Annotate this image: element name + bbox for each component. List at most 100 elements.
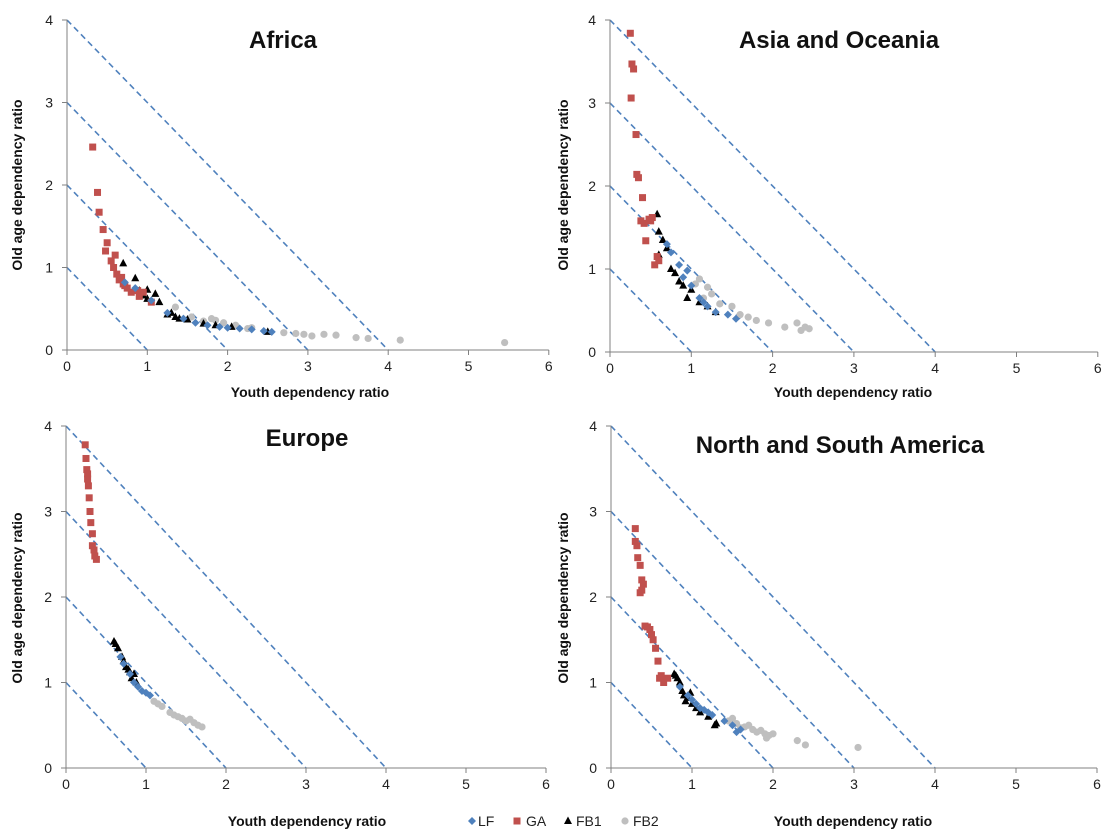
chart-title: Africa	[249, 27, 318, 54]
legend-marker-square	[513, 817, 521, 825]
y-tick-label: 2	[45, 177, 53, 193]
y-tick-label: 3	[589, 504, 597, 520]
data-point-lf	[687, 281, 696, 290]
data-point-ga	[88, 530, 96, 538]
data-point-fb2	[781, 323, 789, 331]
y-tick-label: 3	[44, 504, 52, 520]
data-point-fb2	[769, 730, 777, 738]
data-point-lf	[131, 284, 140, 293]
data-point-fb2	[320, 330, 328, 338]
data-point-fb2	[805, 325, 813, 333]
data-point-ga	[626, 29, 634, 37]
data-point-lf	[191, 318, 200, 327]
data-point-ga	[111, 251, 119, 259]
x-tick-label: 6	[542, 776, 550, 792]
x-tick-label: 4	[382, 776, 390, 792]
data-point-fb2	[699, 294, 708, 302]
data-point-fb2	[332, 331, 340, 339]
y-tick-label: 0	[45, 342, 53, 358]
data-point-lf	[683, 266, 692, 275]
data-point-lf	[179, 314, 188, 323]
data-point-fb2	[308, 332, 316, 340]
data-point-fb1	[675, 276, 684, 285]
data-point-ga	[630, 65, 638, 73]
data-point-fb2	[352, 334, 360, 342]
x-axis-label: Youth dependency ratio	[231, 384, 389, 400]
x-tick-label: 6	[1094, 360, 1102, 376]
x-tick-label: 5	[465, 358, 473, 374]
data-point-ga	[110, 264, 118, 271]
reference-line	[610, 596, 774, 769]
data-point-ga	[87, 519, 95, 527]
data-point-fb2	[219, 319, 228, 327]
data-point-lf	[683, 691, 692, 700]
y-tick-label: 2	[588, 178, 596, 194]
panel-asia-oceania: 0 1 2 3 4 5 6 0 1 2 3 4 Asia and Oceania Youth depe…	[555, 12, 1102, 400]
data-point-lf	[675, 682, 684, 691]
data-point-fb1	[671, 671, 680, 679]
legend-marker-circle	[621, 817, 629, 825]
reference-line	[66, 101, 309, 351]
data-point-lf	[679, 273, 688, 282]
legend-marker-shape	[564, 816, 572, 824]
legend-item-fb1: FB1	[564, 813, 602, 829]
data-point-lf	[711, 308, 720, 317]
data-point-lf	[728, 721, 737, 730]
data-point-fb1	[681, 696, 690, 705]
x-tick-label: 0	[63, 358, 71, 374]
data-point-lf	[130, 678, 138, 687]
data-point-fb2	[364, 334, 372, 343]
data-point-ga	[648, 631, 655, 639]
x-tick-label: 2	[224, 358, 232, 374]
panel-americas: 0 1 2 3 4 5 6 0 1 2 3 4 North and South America You…	[555, 418, 1101, 829]
data-point-fb2	[501, 338, 509, 347]
legend-marker-shape	[621, 817, 629, 825]
data-point-ga	[631, 525, 639, 533]
data-point-ga	[627, 94, 635, 102]
data-point-lf	[703, 302, 712, 311]
y-tick-label: 1	[44, 675, 52, 691]
x-tick-label: 0	[607, 776, 615, 792]
data-point-ga	[631, 537, 639, 545]
data-point-fb2	[396, 336, 404, 344]
data-point-ga	[113, 270, 121, 278]
data-point-fb2	[708, 290, 716, 298]
chart-title: Asia and Oceania	[739, 27, 940, 54]
data-point-ga	[634, 174, 642, 182]
data-point-ga	[102, 247, 110, 255]
data-point-lf	[223, 323, 232, 332]
x-tick-label: 4	[384, 358, 392, 374]
data-point-fb2	[292, 329, 300, 338]
x-tick-label: 3	[850, 776, 858, 792]
reference-line	[66, 19, 389, 351]
panel-africa: 0 1 2 3 4 5 6 0 1 2 3 4 Africa Youth dependency rat…	[9, 12, 553, 400]
data-point-lf	[736, 725, 745, 734]
data-point-fb2	[211, 316, 220, 324]
data-point-lf	[720, 716, 729, 725]
reference-line	[65, 425, 387, 769]
legend-label: LF	[478, 813, 494, 829]
y-tick-label: 4	[589, 418, 597, 434]
x-tick-label: 5	[1013, 360, 1021, 376]
data-point-ga	[85, 494, 93, 502]
x-tick-label: 0	[62, 776, 70, 792]
data-point-ga	[82, 454, 90, 462]
data-point-ga	[90, 546, 98, 554]
x-axis-label: Youth dependency ratio	[774, 384, 932, 400]
x-axis-label: Youth dependency ratio	[774, 813, 932, 829]
x-tick-label: 1	[688, 776, 696, 792]
data-point-lf	[723, 310, 732, 319]
legend-label: GA	[526, 813, 547, 829]
data-point-lf	[666, 248, 675, 257]
data-point-fb2	[280, 329, 288, 337]
legend-item-ga: GA	[513, 813, 547, 829]
data-point-lf	[695, 294, 704, 303]
data-point-ga	[134, 287, 142, 295]
data-point-fb2	[744, 313, 752, 321]
panel-europe: 0 1 2 3 4 5 6 0 1 2 3 4 Europe Youth dependency rat…	[9, 418, 550, 829]
x-tick-label: 2	[769, 776, 777, 792]
reference-line	[65, 510, 307, 769]
data-point-lf	[708, 710, 717, 719]
data-point-lf	[134, 682, 142, 691]
data-point-ga	[654, 657, 662, 665]
